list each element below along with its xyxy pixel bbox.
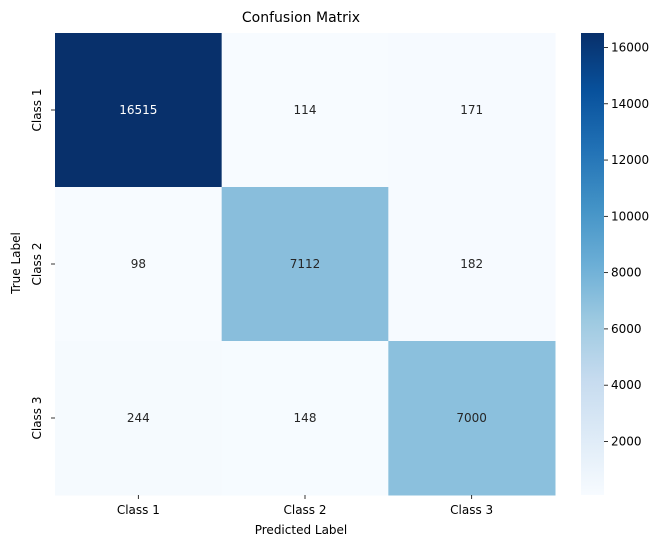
y-tick-label: Class 1 [30,88,44,131]
chart-title: Confusion Matrix [242,10,360,26]
x-tick-label: Class 2 [283,503,326,517]
colorbar-tick-label: 6000 [611,322,642,336]
colorbar-tick-label: 14000 [611,97,649,111]
x-tick-label: Class 1 [117,503,160,517]
cell-value-r2-c2: 7112 [290,257,321,271]
y-axis: Class 1 Class 2 Class 3 [30,88,55,440]
heatmap-cells [55,33,556,496]
heatmap-cell-r3-c1 [55,341,223,496]
y-tick-label: Class 3 [30,396,44,439]
heatmap-cell-r2-c3 [388,187,556,342]
colorbar-tick-label: 10000 [611,209,649,223]
colorbar-tick-label: 16000 [611,40,649,54]
cell-value-r1-c3: 171 [460,103,483,117]
colorbar [581,33,604,495]
colorbar-tick-label: 12000 [611,153,649,167]
heatmap-cell-r3-c2 [221,341,389,496]
cell-value-r1-c1: 16515 [119,103,157,117]
cell-value-r2-c3: 182 [460,257,483,271]
x-axis-label: Predicted Label [255,523,348,537]
heatmap-cell-r2-c2 [221,187,389,342]
cell-value-r3-c1: 244 [127,411,150,425]
heatmap-cell-r3-c3 [388,341,556,496]
y-tick-label: Class 2 [30,242,44,285]
heatmap-cell-r2-c1 [55,187,223,342]
cell-value-r1-c2: 114 [294,103,317,117]
heatmap-cell-r1-c3 [388,33,556,188]
x-axis: Class 1 Class 2 Class 3 [117,495,493,517]
cell-value-r3-c3: 7000 [456,411,487,425]
heatmap-cell-r1-c2 [221,33,389,188]
colorbar-tick-label: 4000 [611,378,642,392]
colorbar-tick-label: 2000 [611,434,642,448]
heatmap-cell-r1-c1 [55,33,223,188]
heatmap-cell-labels: 16515 114 171 98 7112 182 244 148 7000 [119,103,487,425]
y-axis-label: True Label [9,232,23,295]
colorbar-ticks: 2000 4000 6000 8000 10000 12000 14000 16000 [604,40,649,448]
x-tick-label: Class 3 [450,503,493,517]
cell-value-r2-c1: 98 [131,257,146,271]
cell-value-r3-c2: 148 [294,411,317,425]
colorbar-tick-label: 8000 [611,266,642,280]
